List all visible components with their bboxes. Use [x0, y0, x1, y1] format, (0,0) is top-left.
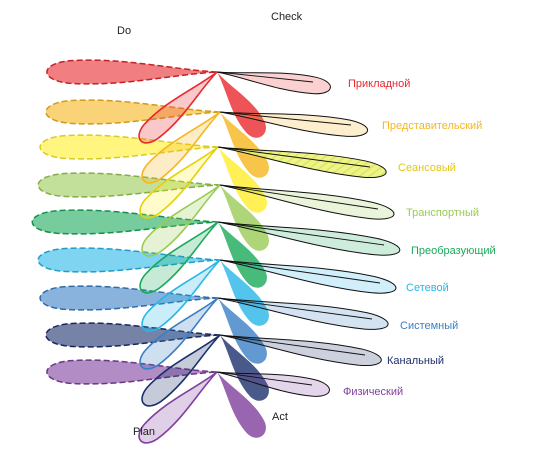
leader-line-presentation: [219, 111, 352, 126]
plan-petal-transport: [141, 184, 221, 257]
do-petal-network: [37, 247, 221, 273]
cycle-label-plan: Plan: [133, 426, 156, 438]
check-petal-network: [220, 260, 269, 326]
check-petal-physical: [217, 372, 266, 438]
plan-petal-application: [138, 71, 218, 144]
layer-label-application: Прикладной: [348, 78, 411, 90]
act-petal-network: [219, 259, 397, 294]
do-petal-session: [39, 134, 219, 160]
do-petal-transport: [37, 172, 221, 198]
check-petal-application: [217, 71, 266, 138]
layer-label-network: Сетевой: [406, 282, 449, 294]
do-petal-presentation: [45, 99, 221, 125]
leader-line-transport: [219, 184, 379, 210]
cycle-label-act: Act: [272, 411, 288, 423]
check-petal-transport: [220, 185, 269, 251]
do-petal-datalink: [45, 322, 221, 348]
leader-line-physical: [216, 371, 313, 386]
act-petal-conversion: [217, 221, 401, 256]
check-petal-conversion: [218, 222, 267, 288]
act-petal-physical: [216, 371, 330, 397]
plan-petal-physical: [138, 371, 218, 444]
layer-label-datalink: Канальный: [387, 355, 444, 367]
leader-line-conversion: [217, 221, 385, 246]
act-petal-presentation: [219, 111, 369, 137]
act-petal-session: [217, 146, 387, 179]
cycle-label-check: Check: [271, 11, 303, 23]
do-petal-system: [39, 285, 219, 311]
layer-label-system: Системный: [400, 320, 459, 332]
do-petal-physical: [46, 359, 218, 385]
plan-petal-presentation: [141, 111, 221, 184]
plan-petal-system: [139, 297, 219, 370]
act-petal-application: [216, 71, 331, 95]
layer-label-session: Сеансовый: [398, 162, 456, 174]
cycle-label-do: Do: [117, 25, 132, 37]
leader-line-system: [217, 297, 373, 320]
layer-label-physical: Физический: [343, 386, 404, 398]
check-petal-session: [218, 147, 267, 213]
do-petal-application: [46, 59, 218, 85]
check-petal-presentation: [220, 112, 269, 178]
act-petal-transport: [219, 184, 395, 220]
leader-line-application: [216, 71, 314, 83]
plan-petal-session: [139, 146, 219, 219]
layer-label-presentation: Представительский: [382, 120, 483, 132]
leader-line-network: [219, 259, 381, 284]
plan-petal-conversion: [139, 221, 219, 294]
act-petal-datalink: [219, 334, 382, 366]
check-petal-system: [218, 298, 267, 364]
check-petal-datalink: [220, 335, 269, 401]
leader-line-datalink: [219, 334, 366, 356]
plan-petal-network: [141, 259, 221, 332]
act-petal-system: [217, 297, 389, 330]
plan-petal-datalink: [141, 334, 221, 407]
layer-label-conversion: Преобразующий: [411, 245, 496, 257]
layer-label-transport: Транспортный: [406, 207, 480, 219]
leader-line-session: [217, 146, 371, 168]
do-petal-conversion: [31, 209, 219, 235]
